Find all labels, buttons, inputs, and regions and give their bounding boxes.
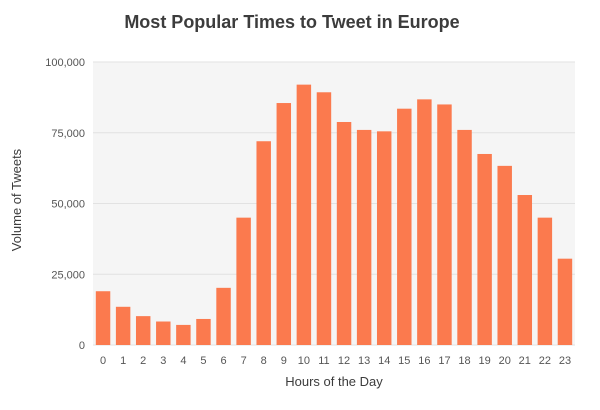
x-tick-label: 0 [100,355,106,367]
x-tick-label: 2 [140,355,146,367]
bar-hour-6 [216,287,231,345]
x-tick-label: 18 [458,355,470,367]
bar-hour-12 [336,121,352,345]
bar-hour-23 [557,258,573,345]
bar-hour-4 [176,324,191,345]
bar-hour-21 [517,195,533,345]
x-tick-label: 4 [180,355,186,367]
y-tick-label: 0 [79,340,85,352]
x-tick-label: 1 [120,355,126,367]
x-tick-label: 20 [499,355,511,367]
gridlines [93,61,575,346]
y-axis-label: Volume of Tweets [9,148,24,251]
bar-hour-7 [236,217,251,345]
x-tick-label: 14 [378,355,390,367]
x-axis-ticks: 0 1 2 3 4 5 6 7 8 9 10 11 12 13 14 15 16 17 18 19 20 21 22 23 [100,355,571,367]
x-tick-label: 16 [418,355,430,367]
bar-hour-8 [256,141,271,345]
chart-title: Most Popular Times to Tweet in Europe [124,12,459,32]
bar-hour-3 [156,321,171,345]
bar-hour-0 [95,291,111,345]
x-tick-label: 22 [539,355,551,367]
x-axis-label: Hours of the Day [285,374,383,389]
bar-hour-16 [417,99,432,345]
x-tick-label: 11 [318,355,329,367]
y-axis-ticks: 0 25,000 50,000 75,000 100,000 [45,57,85,352]
x-tick-label: 21 [519,355,531,367]
bar-hour-13 [356,129,372,345]
bar-hour-14 [376,131,392,345]
bar-hour-11 [316,92,332,345]
bar-hour-17 [437,104,452,345]
x-tick-label: 5 [200,355,206,367]
x-tick-label: 8 [261,355,267,367]
x-tick-label: 3 [160,355,166,367]
x-tick-label: 23 [559,355,571,367]
y-tick-label: 75,000 [51,128,85,140]
x-tick-label: 15 [398,355,410,367]
bar-hour-2 [135,316,151,345]
bar-hour-20 [497,165,512,345]
bar-hour-18 [457,129,472,345]
x-tick-label: 9 [281,355,287,367]
x-tick-label: 6 [220,355,226,367]
bars [95,84,573,345]
bar-hour-5 [196,318,211,345]
x-tick-label: 19 [479,355,491,367]
bar-hour-15 [397,108,412,345]
x-tick-label: 17 [438,355,450,367]
y-tick-label: 25,000 [51,269,85,281]
bar-hour-19 [477,153,492,345]
x-tick-label: 13 [358,355,370,367]
y-tick-label: 50,000 [51,199,85,211]
y-tick-label: 100,000 [45,57,85,69]
bar-hour-9 [276,103,292,345]
x-tick-label: 12 [338,355,350,367]
bar-hour-1 [115,306,131,345]
x-tick-label: 7 [241,355,247,367]
x-tick-label: 10 [298,355,310,367]
bar-hour-22 [537,217,553,345]
bar-hour-10 [296,84,312,345]
